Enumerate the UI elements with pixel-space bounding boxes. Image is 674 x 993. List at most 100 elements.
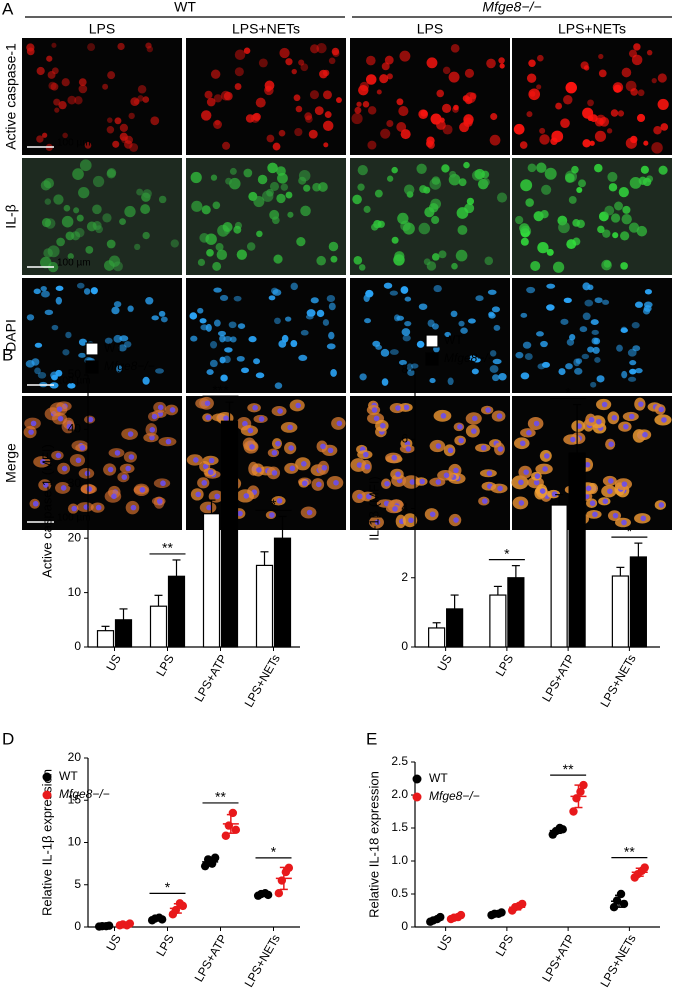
nucleus [581, 353, 590, 360]
cell [526, 111, 533, 118]
micrograph-bg [350, 38, 510, 155]
cell [541, 184, 552, 195]
cell [287, 211, 294, 218]
nucleus [493, 324, 501, 331]
nucleus [151, 315, 159, 321]
cell [456, 207, 469, 219]
cell [117, 42, 125, 51]
cell [582, 139, 591, 148]
cell [580, 61, 589, 70]
nucleus [608, 478, 614, 484]
x-tick-label: LPS [493, 932, 516, 959]
nucleus [491, 306, 501, 313]
y-axis-label: Relative IL-1β expression [39, 769, 54, 916]
sd-bar [153, 917, 162, 921]
legend-label: Mfge8−/− [59, 787, 110, 801]
row-label: Merge [3, 443, 19, 483]
y-axis-label: IL-1β (MFI) [366, 476, 381, 541]
y-tick-label: 0 [74, 919, 81, 933]
nucleus [160, 480, 166, 487]
nucleus [447, 377, 454, 386]
nucleus [450, 310, 458, 318]
cell [384, 55, 394, 65]
nucleus [460, 327, 468, 334]
cell [625, 80, 637, 92]
group-label: Mfge8−/− [482, 0, 541, 15]
cell [448, 71, 460, 83]
nucleus [632, 345, 641, 352]
nucleus [584, 299, 594, 307]
sd-bar [553, 827, 562, 835]
nucleus [596, 375, 605, 383]
bar [629, 556, 647, 648]
nucleus [55, 296, 62, 305]
y-tick-label: 10 [68, 585, 82, 599]
cell [124, 205, 136, 218]
bar [114, 619, 133, 648]
cell [441, 103, 452, 113]
nucleus [374, 519, 381, 526]
cell [400, 129, 411, 140]
y-axis-label: Relative IL-18 expression [366, 771, 381, 918]
nucleus [526, 286, 536, 294]
cell [36, 135, 44, 143]
nucleus [243, 493, 250, 499]
cell [53, 194, 64, 205]
x-tick-label: LPS+ATP [192, 652, 230, 704]
nucleus [116, 365, 123, 373]
nucleus [398, 359, 407, 366]
cell [206, 97, 216, 107]
cell [539, 127, 546, 134]
cell [628, 49, 637, 58]
y-tick-label: 10 [68, 835, 82, 849]
nucleus [541, 361, 550, 368]
error-bar [634, 542, 643, 557]
nucleus [433, 285, 442, 293]
nucleus [237, 323, 246, 329]
cell [58, 101, 67, 110]
cell [43, 248, 53, 258]
micrograph-bg [22, 278, 182, 393]
cell [636, 225, 648, 237]
micrograph [186, 38, 346, 155]
cell [436, 89, 445, 98]
nucleus [488, 312, 496, 319]
cell [106, 126, 115, 134]
data-point [200, 861, 210, 871]
nucleus [447, 447, 454, 454]
nucleus [631, 322, 640, 329]
data-point [640, 863, 649, 872]
legend-swatch [42, 790, 52, 800]
data-point [231, 825, 241, 835]
cell [206, 248, 214, 257]
cell [657, 73, 667, 83]
cell [205, 233, 217, 245]
cell [658, 165, 668, 175]
cell [140, 204, 151, 215]
cell [222, 141, 231, 150]
nucleus [457, 424, 463, 430]
nucleus [277, 408, 283, 414]
cell [520, 179, 533, 192]
nucleus [357, 493, 363, 500]
cell [399, 50, 411, 62]
nucleus [594, 356, 601, 363]
cell [498, 57, 505, 64]
nucleus [290, 282, 298, 291]
cell [582, 107, 594, 119]
cell [403, 184, 415, 195]
nucleus [30, 420, 37, 427]
nucleus [195, 491, 202, 498]
nucleus [520, 372, 530, 380]
nucleus [79, 445, 86, 451]
nucleus [467, 318, 476, 324]
nucleus [57, 415, 64, 422]
cell [266, 134, 275, 143]
nucleus [127, 305, 134, 313]
cell [426, 57, 438, 69]
nucleus [591, 329, 599, 335]
cell [527, 163, 537, 173]
nucleus [620, 326, 628, 334]
cell [266, 188, 274, 197]
nucleus [560, 318, 569, 325]
